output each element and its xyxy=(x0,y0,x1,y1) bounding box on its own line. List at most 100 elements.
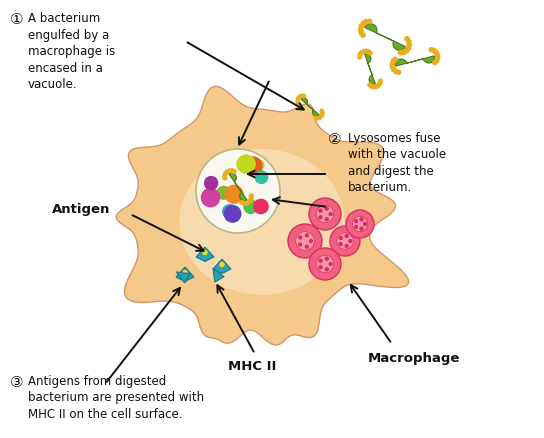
Circle shape xyxy=(299,95,302,99)
Circle shape xyxy=(325,258,328,261)
Text: Macrophage: Macrophage xyxy=(368,351,460,364)
Text: Lysosomes fuse
with the vacuole
and digest the
bacterium.: Lysosomes fuse with the vacuole and dige… xyxy=(348,132,446,194)
Circle shape xyxy=(249,194,253,198)
Circle shape xyxy=(232,170,236,174)
Circle shape xyxy=(370,85,374,89)
Circle shape xyxy=(253,160,264,171)
Circle shape xyxy=(346,211,374,238)
Circle shape xyxy=(205,177,218,190)
Circle shape xyxy=(405,38,409,42)
Circle shape xyxy=(339,243,342,246)
Circle shape xyxy=(379,80,382,84)
Circle shape xyxy=(249,199,252,203)
Circle shape xyxy=(364,21,368,25)
Circle shape xyxy=(244,158,262,175)
Polygon shape xyxy=(301,99,319,117)
Circle shape xyxy=(228,170,231,173)
Circle shape xyxy=(183,271,187,275)
Circle shape xyxy=(394,70,398,74)
Circle shape xyxy=(295,232,314,251)
Circle shape xyxy=(360,228,363,231)
Circle shape xyxy=(355,226,357,229)
Polygon shape xyxy=(176,272,190,283)
Circle shape xyxy=(345,235,348,238)
Circle shape xyxy=(391,60,395,64)
Circle shape xyxy=(353,217,368,232)
Circle shape xyxy=(255,172,268,184)
Circle shape xyxy=(319,116,323,119)
Polygon shape xyxy=(213,269,224,283)
Circle shape xyxy=(254,200,268,214)
Circle shape xyxy=(309,198,341,230)
Circle shape xyxy=(432,61,437,66)
Text: ③: ③ xyxy=(10,374,23,389)
Circle shape xyxy=(358,56,362,60)
Circle shape xyxy=(247,201,251,205)
Circle shape xyxy=(435,60,439,64)
Circle shape xyxy=(406,40,411,45)
Circle shape xyxy=(374,85,378,89)
Circle shape xyxy=(330,226,360,256)
Circle shape xyxy=(301,95,304,98)
Circle shape xyxy=(376,84,380,88)
Circle shape xyxy=(432,49,436,53)
Polygon shape xyxy=(116,87,409,345)
Circle shape xyxy=(436,57,440,61)
Polygon shape xyxy=(229,174,247,201)
Circle shape xyxy=(288,225,322,258)
Circle shape xyxy=(244,201,257,214)
Circle shape xyxy=(361,34,365,38)
Circle shape xyxy=(434,51,438,55)
Circle shape xyxy=(237,156,255,174)
Circle shape xyxy=(329,263,332,266)
Circle shape xyxy=(296,102,300,106)
Circle shape xyxy=(296,100,299,104)
Circle shape xyxy=(429,49,434,53)
Circle shape xyxy=(367,51,370,54)
Circle shape xyxy=(325,208,328,211)
Circle shape xyxy=(345,245,348,248)
Circle shape xyxy=(318,117,322,120)
Circle shape xyxy=(398,51,403,56)
Circle shape xyxy=(364,50,368,54)
Circle shape xyxy=(349,240,352,243)
Polygon shape xyxy=(213,259,231,274)
Circle shape xyxy=(297,97,300,100)
Circle shape xyxy=(302,95,306,99)
Circle shape xyxy=(316,206,334,223)
Circle shape xyxy=(390,63,394,67)
Circle shape xyxy=(299,237,302,240)
Circle shape xyxy=(316,117,319,120)
Circle shape xyxy=(391,66,394,70)
Circle shape xyxy=(321,112,324,115)
Circle shape xyxy=(363,223,367,226)
Circle shape xyxy=(319,216,322,219)
Polygon shape xyxy=(196,247,214,262)
Circle shape xyxy=(362,50,366,54)
Circle shape xyxy=(230,170,234,173)
Circle shape xyxy=(223,174,227,178)
Circle shape xyxy=(404,49,409,54)
Circle shape xyxy=(320,110,324,113)
Circle shape xyxy=(378,82,382,86)
Circle shape xyxy=(325,268,328,271)
Circle shape xyxy=(245,202,248,206)
Circle shape xyxy=(319,266,322,269)
Circle shape xyxy=(316,256,334,273)
Circle shape xyxy=(372,86,376,90)
Circle shape xyxy=(407,43,411,48)
Text: Antigen: Antigen xyxy=(52,203,110,216)
Circle shape xyxy=(319,210,322,213)
Circle shape xyxy=(358,54,362,57)
Text: Antigens from digested
bacterium are presented with
MHC II on the cell surface.: Antigens from digested bacterium are pre… xyxy=(28,374,204,420)
Circle shape xyxy=(217,187,230,200)
Circle shape xyxy=(225,170,229,174)
Circle shape xyxy=(242,202,246,206)
Circle shape xyxy=(319,260,322,263)
Circle shape xyxy=(361,22,366,26)
Circle shape xyxy=(392,68,396,73)
Ellipse shape xyxy=(180,150,344,295)
Circle shape xyxy=(225,186,243,204)
Circle shape xyxy=(240,201,244,205)
Circle shape xyxy=(397,71,401,75)
